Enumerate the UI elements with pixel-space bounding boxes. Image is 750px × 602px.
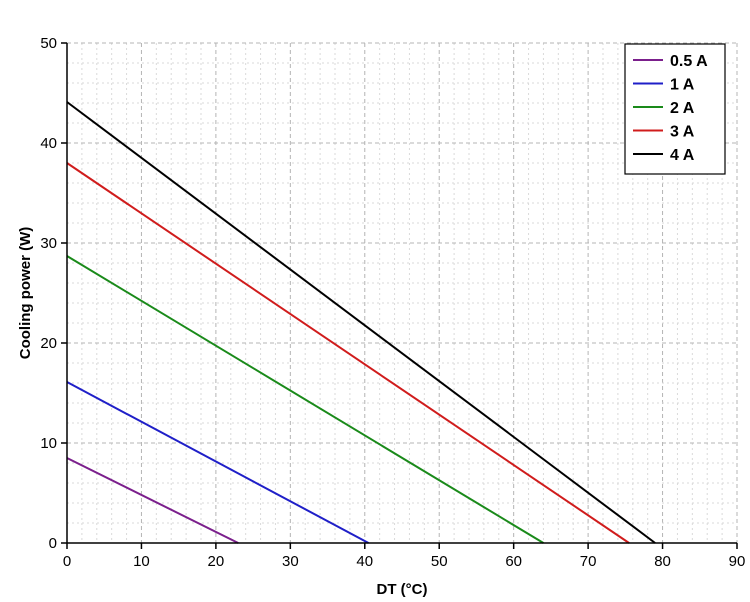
legend-label: 2 A [670,100,695,117]
legend-box [624,43,726,175]
legend-label: 4 A [670,147,695,164]
x-tick-label: 10 [133,553,150,570]
ticks: 0 10 20 30 40 50 60 70 80 90 0 10 20 30 40 50 [40,35,745,570]
y-tick-label: 20 [40,335,57,352]
y-tick-label: 50 [40,35,57,52]
x-tick-label: 70 [580,553,597,570]
series-line [66,101,656,544]
x-tick-label: 60 [505,553,522,570]
series-lines [66,101,656,544]
series-line [66,255,544,544]
series-line [66,381,369,544]
legend-label: 1 A [670,77,695,94]
x-axis-title: DT (°C) [377,581,428,598]
legend: 0.5 A 1 A 2 A 3 A 4 A [624,43,726,175]
legend-label: 3 A [670,124,695,141]
x-tick-label: 20 [208,553,225,570]
y-tick-label: 30 [40,235,57,252]
x-tick-label: 30 [282,553,299,570]
axes [66,43,737,544]
x-tick-label: 50 [431,553,448,570]
y-tick-label: 40 [40,135,57,152]
grid [66,42,738,544]
y-tick-label: 10 [40,435,57,452]
x-tick-label: 90 [729,553,746,570]
legend-label: 0.5 A [670,53,708,70]
series-line [66,162,630,544]
y-tick-label: 0 [49,535,57,552]
series-line [66,457,239,544]
x-tick-label: 80 [654,553,671,570]
x-tick-label: 0 [63,553,71,570]
x-tick-label: 40 [356,553,373,570]
y-axis-title: Cooling power (W) [17,227,34,359]
